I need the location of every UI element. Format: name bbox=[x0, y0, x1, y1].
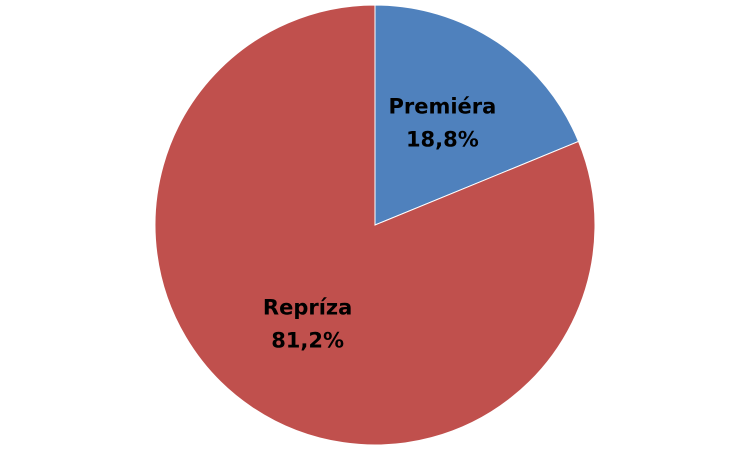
slice-label: Premiéra bbox=[388, 94, 496, 118]
slice-label: Repríza bbox=[263, 296, 352, 320]
slice-value-label: 81,2% bbox=[271, 329, 344, 353]
slice-value-label: 18,8% bbox=[406, 127, 479, 151]
pie-slice bbox=[154, 4, 596, 446]
pie-slice bbox=[374, 4, 580, 226]
